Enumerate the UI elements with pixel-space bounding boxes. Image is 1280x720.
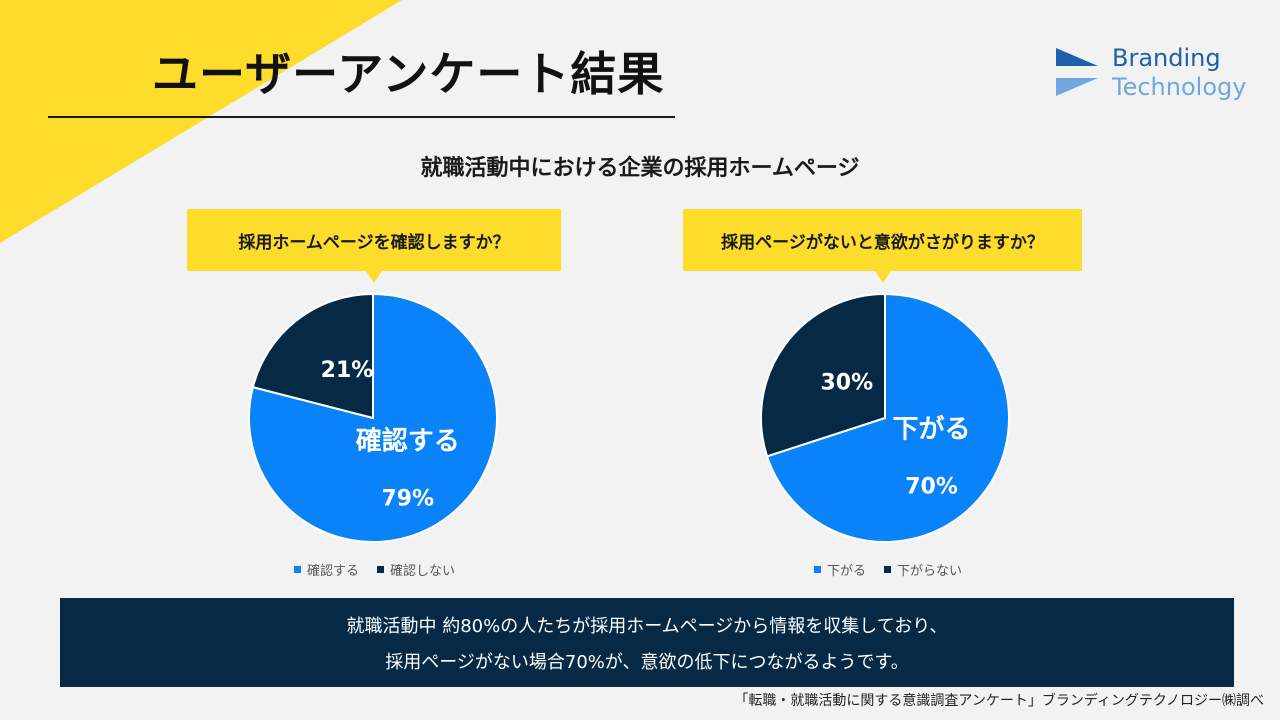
pie-label-1-0: 下がる [893, 413, 971, 444]
pie-value-1-1: 30% [821, 371, 874, 396]
pie-slice-1-0 [765, 292, 1010, 543]
legend-label: 確認する [307, 564, 360, 579]
source-note: 「転職・就職活動に関する意識調査アンケート」ブランディングテクノロジー㈱調べ [734, 693, 1264, 709]
legend-swatch [884, 566, 892, 573]
pie-value-1-0: 70% [905, 474, 958, 499]
chart-subtitle: 就職活動中における企業の採用ホームページ [420, 156, 860, 181]
logo-text-line1: Branding [1112, 44, 1221, 72]
legend-item-1-1: 下がらない [884, 560, 962, 579]
branding-technology-logo: Branding Technology [1054, 44, 1254, 108]
pie-slice-1-1 [760, 292, 886, 458]
pie-chart-confirm: 確認する 79% 21% [248, 292, 498, 543]
legend-swatch [294, 566, 301, 573]
pie-value-0-1: 21% [321, 358, 374, 383]
legend-label: 下がらない [897, 564, 963, 579]
legend-swatch [814, 566, 821, 573]
pie-label-0-0: 確認する [356, 425, 460, 456]
legend-item-0-0: 確認する [294, 560, 359, 579]
title-underline [48, 116, 675, 118]
page-title: ユーザーアンケート結果 [152, 47, 665, 101]
pie-chart-motivation: 下がる 70% 30% [760, 292, 1010, 543]
summary-line-1: 就職活動中 約80%の人たちが採用ホームページから情報を収集しており、 [346, 615, 948, 637]
summary-box: 就職活動中 約80%の人たちが採用ホームページから情報を収集しており、 採用ペー… [60, 598, 1234, 687]
legend-label: 下がる [827, 564, 867, 579]
summary-line-2: 採用ページがない場合70%が、意欲の低下につながるようです。 [385, 651, 909, 673]
legend-item-0-1: 確認しない [377, 560, 455, 579]
pie-slice-0-1 [251, 292, 374, 420]
legend-motivation: 下がる 下がらない [814, 560, 962, 579]
question-bubble-2: 採用ページがないと意欲がさがりますか？ [683, 209, 1082, 283]
legend-swatch [377, 566, 385, 573]
pie-value-0-0: 79% [381, 486, 434, 511]
legend-label: 確認しない [390, 564, 456, 579]
question-bubble-1: 採用ホームページを確認しますか？ [187, 209, 561, 283]
logo-text-line2: Technology [1112, 73, 1247, 101]
logo-mark-icon [1056, 48, 1098, 96]
legend-item-1-0: 下がる [814, 560, 866, 579]
legend-confirm: 確認する 確認しない [294, 560, 455, 579]
